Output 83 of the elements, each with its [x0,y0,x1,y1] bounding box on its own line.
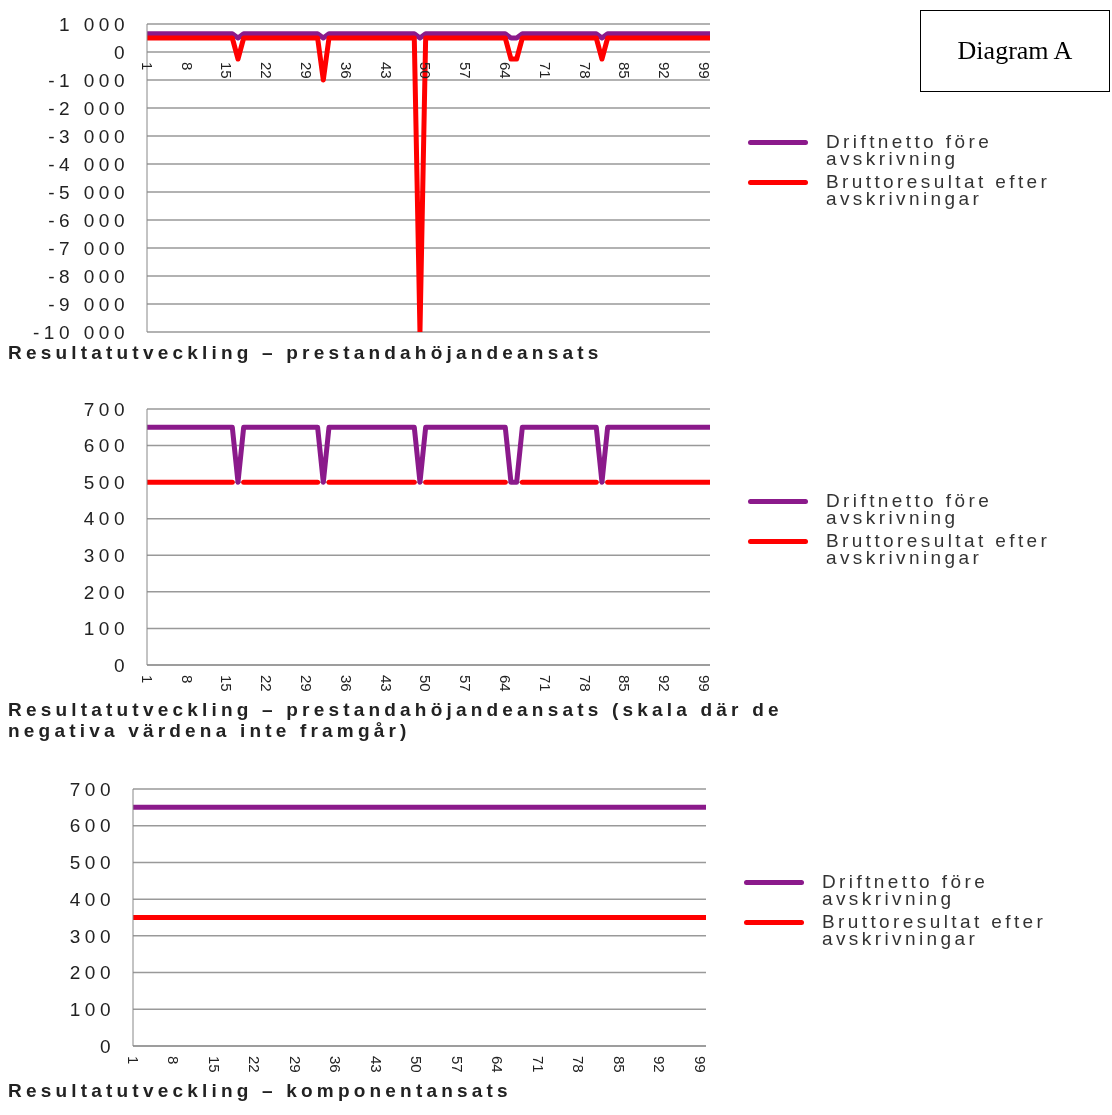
x-tick-label: 99 [691,1056,709,1073]
y-tick-label: 100 [69,999,115,1021]
x-tick-label: 57 [448,1056,466,1073]
x-tick-label: 29 [297,675,315,692]
x-tick-label: 22 [258,62,276,79]
x-tick-label: 8 [178,675,196,684]
x-tick-label: 50 [417,675,435,692]
x-tick-label: 15 [218,62,236,79]
x-tick-label: 78 [576,675,594,692]
x-tick-label: 1 [138,62,156,71]
y-tick-label: -5 000 [48,181,129,203]
y-tick-label: 0 [113,41,129,63]
x-tick-label: 78 [576,62,594,79]
y-tick-label: 0 [113,654,129,676]
y-tick-label: -3 000 [48,125,129,147]
y-tick-label: -8 000 [48,265,129,287]
y-tick-label: -6 000 [48,209,129,231]
y-tick-label: -4 000 [48,153,129,175]
x-tick-label: 22 [246,1056,264,1073]
x-tick-label: 78 [570,1056,588,1073]
legend-label: Bruttoresultat efter avskrivningar [826,530,1052,568]
y-tick-label: 700 [69,778,115,800]
y-tick-label: 200 [69,962,115,984]
y-tick-label: 700 [83,398,129,420]
x-tick-label: 43 [377,675,395,692]
x-tick-label: 64 [497,675,515,692]
text: Diagram A [920,10,1110,92]
y-tick-label: 600 [83,435,129,457]
legend-label: Driftnetto före avskrivning [822,870,990,909]
y-tick-label: -7 000 [48,237,129,259]
y-tick-label: -1 000 [48,69,129,91]
x-tick-label: 8 [165,1056,183,1065]
x-tick-label: 50 [408,1056,426,1073]
x-tick-label: 15 [205,1056,223,1073]
y-tick-label: -2 000 [48,97,129,119]
x-tick-label: 71 [536,62,554,79]
x-tick-label: 36 [327,1056,345,1073]
text: Resultatutveckling – prestandahöjandeansats (skala där de negativa värdena inte framgår) [8,699,784,741]
legend-label: Driftnetto före avskrivning [826,131,994,169]
x-tick-label: 92 [651,1056,669,1073]
x-tick-label: 92 [656,675,674,692]
x-tick-label: 50 [417,62,435,79]
x-tick-label: 85 [616,62,634,79]
x-tick-label: 1 [138,675,156,684]
y-tick-label: 300 [83,545,129,567]
x-tick-label: 36 [337,675,355,692]
x-tick-label: 15 [218,675,236,692]
y-tick-label: 500 [69,852,115,874]
x-tick-label: 57 [457,675,475,692]
y-tick-label: -9 000 [48,293,129,315]
text: Resultatutveckling – prestandahöjandeansats [8,342,604,363]
y-tick-label: 500 [83,471,129,493]
y-tick-label: 1 000 [58,13,129,35]
legend-label: Bruttoresultat efter avskrivningar [826,171,1052,209]
x-tick-label: 92 [656,62,674,79]
text: Resultatutveckling – komponentansats [8,1080,513,1101]
x-tick-label: 29 [297,62,315,79]
x-tick-label: 99 [696,675,714,692]
x-tick-label: 8 [178,62,196,71]
x-tick-label: 71 [529,1056,547,1073]
legend-label: Driftnetto före avskrivning [826,490,994,528]
x-tick-label: 64 [489,1056,507,1073]
x-tick-label: 85 [610,1056,628,1073]
x-tick-label: 57 [457,62,475,79]
y-tick-label: 100 [83,618,129,640]
y-tick-label: 400 [83,508,129,530]
x-tick-label: 64 [497,62,515,79]
legend-label: Bruttoresultat efter avskrivningar [822,910,1048,949]
x-tick-label: 29 [286,1056,304,1073]
x-tick-label: 1 [124,1056,142,1065]
y-tick-label: 400 [69,888,115,910]
x-tick-label: 99 [696,62,714,79]
y-tick-label: 200 [83,581,129,603]
x-tick-label: 36 [337,62,355,79]
y-tick-label: 0 [99,1035,115,1057]
x-tick-label: 85 [616,675,634,692]
x-tick-label: 43 [377,62,395,79]
x-tick-label: 71 [536,675,554,692]
x-tick-label: 43 [367,1056,385,1073]
y-tick-label: 300 [69,925,115,947]
x-tick-label: 22 [258,675,276,692]
y-tick-label: -10 000 [33,321,129,343]
y-tick-label: 600 [69,815,115,837]
